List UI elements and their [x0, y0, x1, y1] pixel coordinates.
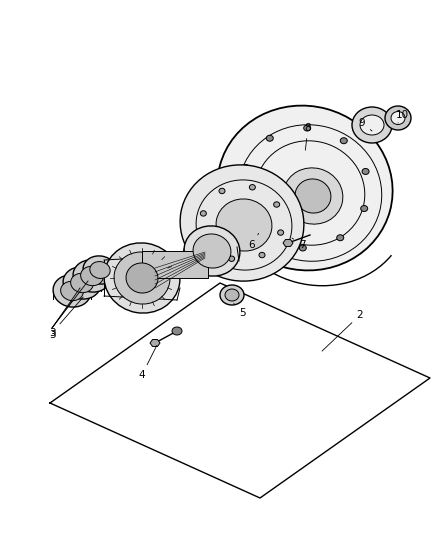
- Ellipse shape: [299, 245, 306, 251]
- Ellipse shape: [304, 125, 311, 131]
- Ellipse shape: [200, 211, 206, 216]
- Ellipse shape: [249, 184, 255, 190]
- Ellipse shape: [104, 243, 180, 313]
- Ellipse shape: [225, 289, 239, 301]
- Ellipse shape: [278, 230, 284, 235]
- Ellipse shape: [362, 168, 369, 174]
- Ellipse shape: [172, 327, 182, 335]
- Text: 9: 9: [359, 118, 372, 131]
- Ellipse shape: [81, 266, 103, 286]
- Ellipse shape: [340, 138, 347, 144]
- Ellipse shape: [180, 165, 304, 281]
- Ellipse shape: [184, 226, 240, 276]
- Ellipse shape: [53, 275, 91, 307]
- Ellipse shape: [352, 107, 392, 143]
- Ellipse shape: [217, 106, 392, 270]
- Text: 7: 7: [292, 238, 305, 250]
- Ellipse shape: [60, 281, 83, 301]
- Ellipse shape: [73, 260, 111, 292]
- Polygon shape: [150, 340, 160, 346]
- Ellipse shape: [259, 252, 265, 258]
- Ellipse shape: [216, 199, 272, 251]
- Text: 6: 6: [249, 233, 258, 250]
- Text: 8: 8: [305, 123, 311, 150]
- Text: 5: 5: [234, 303, 245, 318]
- Text: 10: 10: [396, 110, 409, 123]
- Ellipse shape: [337, 235, 344, 241]
- Ellipse shape: [263, 232, 270, 238]
- Ellipse shape: [385, 106, 411, 130]
- Ellipse shape: [63, 267, 101, 299]
- Ellipse shape: [242, 165, 249, 171]
- Ellipse shape: [71, 273, 93, 293]
- Ellipse shape: [193, 234, 231, 268]
- Text: 2: 2: [322, 310, 363, 351]
- Ellipse shape: [274, 202, 279, 207]
- Ellipse shape: [295, 179, 331, 213]
- Ellipse shape: [229, 256, 235, 262]
- Text: 3: 3: [49, 297, 83, 338]
- Text: 3: 3: [49, 330, 55, 340]
- Ellipse shape: [266, 135, 273, 141]
- Ellipse shape: [360, 115, 384, 135]
- Ellipse shape: [90, 262, 110, 278]
- Ellipse shape: [205, 239, 210, 244]
- Ellipse shape: [391, 111, 405, 125]
- Ellipse shape: [114, 252, 170, 304]
- Ellipse shape: [241, 201, 248, 207]
- Ellipse shape: [283, 168, 343, 224]
- Ellipse shape: [83, 256, 117, 284]
- Ellipse shape: [219, 188, 225, 193]
- Ellipse shape: [220, 285, 244, 305]
- Ellipse shape: [361, 206, 367, 212]
- Text: 4: 4: [139, 345, 157, 380]
- Polygon shape: [283, 239, 293, 246]
- Ellipse shape: [126, 263, 158, 293]
